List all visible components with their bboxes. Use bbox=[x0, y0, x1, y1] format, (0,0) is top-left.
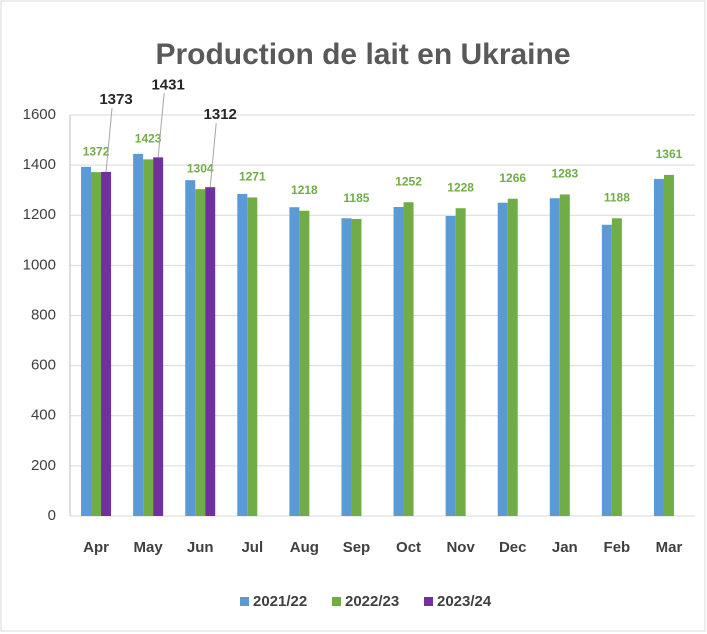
y-tick-label: 400 bbox=[31, 407, 56, 424]
bar bbox=[403, 202, 414, 516]
bar bbox=[205, 187, 216, 516]
data-label: 1185 bbox=[343, 191, 369, 205]
y-tick-label: 600 bbox=[31, 357, 56, 374]
legend-swatch bbox=[424, 597, 433, 606]
data-label: 1431 bbox=[151, 76, 184, 93]
legend-label: 2022/23 bbox=[345, 593, 399, 610]
chart-title: Production de lait en Ukraine bbox=[155, 38, 570, 71]
y-tick-label: 1200 bbox=[23, 206, 56, 223]
x-tick-label: Jun bbox=[187, 539, 214, 556]
legend-swatch bbox=[332, 597, 341, 606]
y-tick-label: 1600 bbox=[23, 106, 56, 123]
bar bbox=[507, 198, 518, 517]
x-tick-label: Dec bbox=[499, 539, 527, 556]
bar bbox=[133, 153, 144, 517]
bar bbox=[351, 219, 362, 516]
bar bbox=[393, 206, 404, 516]
x-tick-label: Jan bbox=[552, 539, 578, 556]
data-label: 1373 bbox=[99, 91, 132, 108]
data-label: 1228 bbox=[447, 180, 474, 194]
data-label: 1283 bbox=[551, 167, 578, 181]
bar bbox=[143, 159, 154, 516]
x-tick-label: Sep bbox=[343, 539, 371, 556]
x-tick-label: Aug bbox=[290, 539, 319, 556]
x-tick-label: Apr bbox=[83, 539, 109, 556]
legend-label: 2023/24 bbox=[437, 593, 492, 610]
bar bbox=[289, 207, 300, 517]
bar bbox=[663, 174, 674, 517]
data-label: 1304 bbox=[187, 161, 214, 175]
x-tick-label: Jul bbox=[241, 539, 263, 556]
x-tick-label: Oct bbox=[396, 539, 421, 556]
bar bbox=[445, 216, 456, 516]
bar bbox=[185, 180, 196, 516]
legend-label: 2021/22 bbox=[253, 593, 307, 610]
data-label: 1188 bbox=[604, 190, 630, 204]
bar bbox=[559, 194, 570, 516]
bar bbox=[497, 202, 508, 516]
bar bbox=[549, 198, 560, 516]
data-label: 1423 bbox=[135, 132, 162, 146]
bar bbox=[341, 218, 352, 516]
x-tick-label: Feb bbox=[604, 539, 631, 556]
leader-line bbox=[209, 123, 217, 188]
bar bbox=[653, 178, 664, 517]
y-tick-label: 200 bbox=[31, 457, 56, 474]
y-tick-label: 1400 bbox=[23, 156, 56, 173]
y-tick-label: 800 bbox=[31, 306, 56, 323]
bar bbox=[101, 171, 112, 516]
bar bbox=[81, 166, 92, 516]
bar bbox=[611, 218, 622, 516]
data-label: 1372 bbox=[83, 144, 110, 158]
bar bbox=[299, 210, 310, 516]
x-tick-label: Nov bbox=[446, 539, 475, 556]
bar bbox=[237, 193, 248, 516]
data-label: 1252 bbox=[395, 174, 422, 188]
bar bbox=[91, 172, 102, 516]
bar bbox=[195, 189, 206, 516]
bar bbox=[455, 208, 466, 517]
data-label: 1266 bbox=[499, 171, 526, 185]
bar bbox=[601, 224, 612, 516]
bar bbox=[153, 157, 164, 516]
leader-line bbox=[157, 93, 165, 158]
y-tick-label: 1000 bbox=[23, 256, 56, 273]
data-label: 1271 bbox=[239, 170, 266, 184]
legend-swatch bbox=[240, 597, 249, 606]
leader-line bbox=[105, 107, 113, 172]
y-tick-label: 0 bbox=[48, 507, 56, 524]
bar bbox=[247, 197, 258, 516]
x-tick-label: May bbox=[134, 539, 164, 556]
x-tick-label: Mar bbox=[656, 539, 683, 556]
data-label: 1361 bbox=[656, 147, 683, 161]
data-label: 1218 bbox=[291, 183, 318, 197]
data-label: 1312 bbox=[204, 106, 237, 123]
